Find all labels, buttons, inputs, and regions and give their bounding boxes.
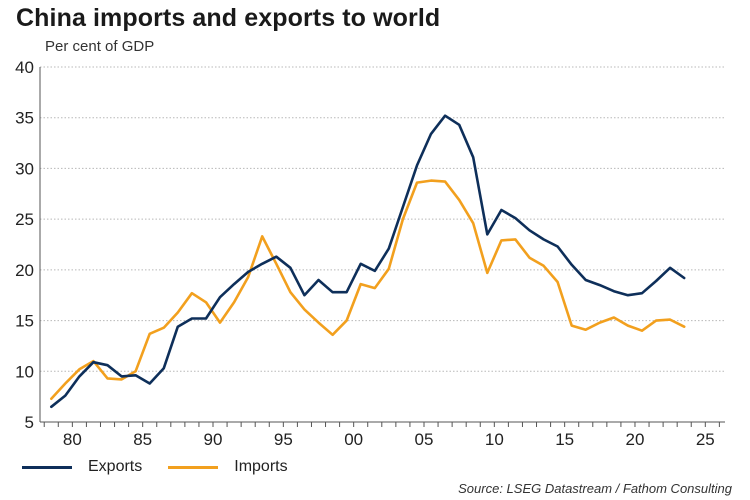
x-tick-label-00: 00 xyxy=(344,430,363,449)
x-tick-label-90: 90 xyxy=(204,430,223,449)
y-tick-label-10: 10 xyxy=(15,362,34,381)
x-tick-labels: 80 85 90 95 00 05 10 15 20 25 xyxy=(63,430,715,449)
y-tick-label-25: 25 xyxy=(15,210,34,229)
legend-item-imports: Imports xyxy=(168,458,288,476)
legend: Exports Imports xyxy=(22,458,314,476)
chart-title: China imports and exports to world xyxy=(16,4,441,32)
x-tick-label-25: 25 xyxy=(696,430,715,449)
legend-item-exports: Exports xyxy=(22,458,142,476)
y-tick-label-15: 15 xyxy=(15,312,34,331)
y-tick-label-5: 5 xyxy=(25,413,34,432)
series-lines xyxy=(49,114,686,409)
gridlines xyxy=(40,66,725,372)
legend-swatch-exports xyxy=(22,465,72,469)
series-line-imports xyxy=(49,179,686,401)
x-tick-label-80: 80 xyxy=(63,430,82,449)
legend-swatch-imports xyxy=(168,465,219,469)
y-tick-labels: 5 10 15 20 25 30 35 40 xyxy=(15,58,34,432)
y-tick-label-35: 35 xyxy=(15,109,34,128)
series-line-exports xyxy=(49,114,686,409)
source-note: Source: LSEG Datastream / Fathom Consult… xyxy=(458,481,732,496)
x-tick-label-05: 05 xyxy=(415,430,434,449)
x-tick-label-95: 95 xyxy=(274,430,293,449)
y-tick-label-40: 40 xyxy=(15,58,34,77)
x-tick-label-20: 20 xyxy=(626,430,645,449)
y-tick-label-20: 20 xyxy=(15,261,34,280)
axes xyxy=(39,67,725,427)
y-tick-label-30: 30 xyxy=(15,159,34,178)
x-tick-label-10: 10 xyxy=(485,430,504,449)
x-tick-label-15: 15 xyxy=(555,430,574,449)
chart-subtitle: Per cent of GDP xyxy=(45,38,155,55)
legend-label-imports: Imports xyxy=(234,458,288,475)
x-tick-label-85: 85 xyxy=(133,430,152,449)
legend-label-exports: Exports xyxy=(88,458,143,475)
